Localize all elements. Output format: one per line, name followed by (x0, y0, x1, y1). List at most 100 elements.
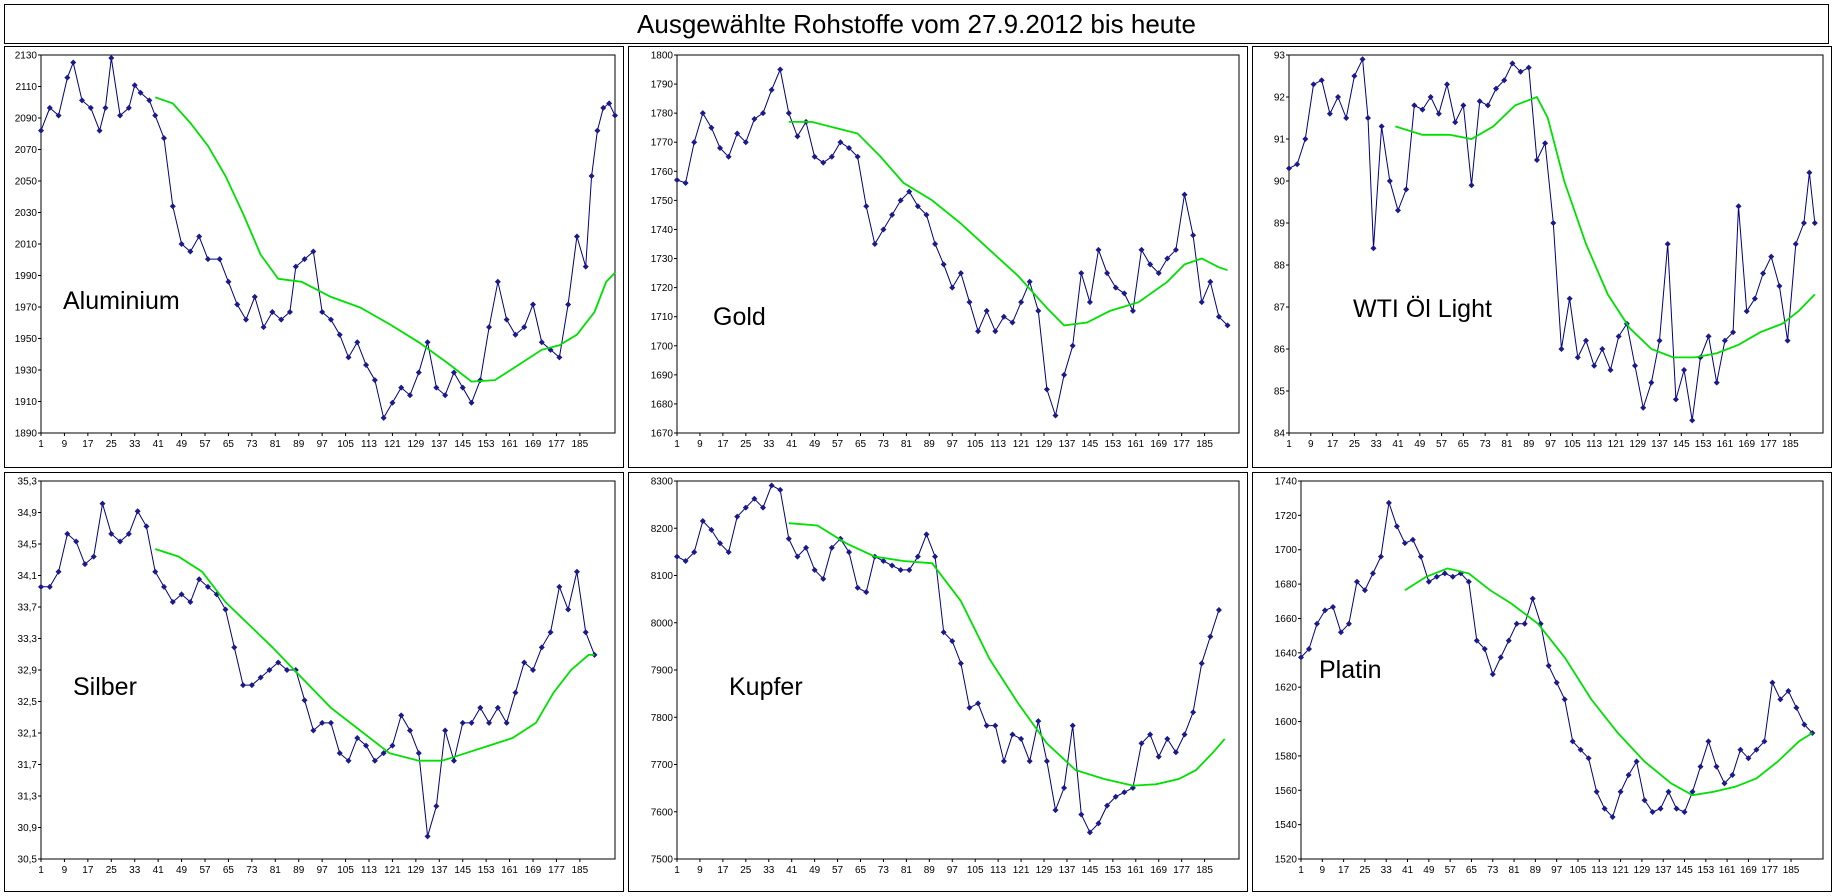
x-tick-label: 97 (317, 439, 329, 450)
price-point (1294, 161, 1301, 168)
x-tick-label: 65 (223, 865, 235, 876)
price-point (1078, 270, 1085, 277)
price-point (1121, 789, 1128, 796)
price-point (923, 531, 930, 538)
price-point (70, 59, 77, 66)
x-tick-label: 105 (1570, 865, 1587, 876)
price-point (1697, 763, 1704, 770)
x-tick-label: 113 (361, 865, 377, 876)
price-point (137, 89, 144, 96)
x-tick-label: 57 (199, 439, 211, 450)
x-tick-label: 185 (572, 439, 589, 450)
x-tick-label: 185 (1196, 439, 1213, 450)
price-point (992, 328, 999, 335)
price-point (538, 339, 545, 346)
price-point (1190, 709, 1197, 716)
price-point (73, 538, 80, 545)
price-point (1465, 578, 1472, 585)
x-tick-label: 25 (1359, 865, 1371, 876)
x-tick-label: 17 (82, 439, 94, 450)
x-tick-label: 57 (832, 439, 844, 450)
x-tick-label: 145 (454, 439, 471, 450)
price-point (1086, 299, 1093, 306)
price-point (169, 598, 176, 605)
x-tick-label: 153 (1695, 439, 1712, 450)
price-point (87, 104, 94, 111)
x-tick-label: 41 (1392, 439, 1404, 450)
price-point (1599, 346, 1606, 352)
price-point (1484, 102, 1491, 109)
x-tick-label: 17 (1338, 865, 1350, 876)
price-point (494, 704, 501, 711)
x-tick-label: 129 (1629, 439, 1646, 450)
y-tick-label: 1580 (1275, 751, 1298, 762)
y-tick-label: 2130 (15, 51, 38, 62)
price-point (682, 558, 689, 565)
price-point (828, 153, 835, 160)
x-tick-label: 169 (1150, 439, 1167, 450)
price-point (319, 309, 326, 316)
chart-gold: 1670 1680 1690 1700 1710 1720 1730 1740 1750 1760… (628, 46, 1248, 468)
x-tick-label: 1 (38, 439, 44, 450)
price-point (1305, 646, 1312, 652)
price-point (55, 112, 62, 119)
x-tick-label: 97 (947, 439, 959, 450)
y-tick-label: 33,7 (18, 603, 38, 614)
price-point (521, 659, 528, 666)
price-point (266, 667, 273, 673)
x-tick-label: 121 (384, 865, 401, 876)
x-tick-label: 121 (1013, 439, 1030, 450)
price-point (275, 659, 282, 666)
price-point (1768, 253, 1775, 260)
x-tick-label: 145 (1082, 865, 1099, 876)
price-point (55, 568, 62, 575)
price-point (803, 544, 810, 551)
x-tick-label: 9 (697, 439, 703, 450)
price-point (442, 392, 449, 399)
price-point (1705, 738, 1712, 745)
price-point (216, 256, 223, 263)
price-point (1542, 140, 1549, 147)
x-tick-label: 161 (501, 439, 518, 450)
x-tick-label: 161 (1127, 439, 1144, 450)
y-tick-label: 90 (1274, 177, 1286, 188)
price-point (725, 549, 732, 556)
x-tick-label: 33 (763, 865, 775, 876)
price-point (1609, 814, 1616, 820)
x-tick-label: 97 (1545, 439, 1557, 450)
y-tick-label: 86 (1274, 345, 1286, 356)
x-tick-label: 81 (270, 865, 282, 876)
x-tick-label: 105 (967, 865, 984, 876)
price-point (1533, 157, 1540, 163)
x-tick-label: 57 (832, 865, 844, 876)
price-point (914, 203, 921, 210)
price-point (1476, 98, 1483, 105)
price-point (940, 261, 947, 268)
y-tick-label: 92 (1274, 93, 1286, 104)
price-point (1737, 746, 1744, 753)
price-point (371, 757, 378, 764)
price-point (512, 689, 519, 696)
price-point (1337, 629, 1344, 636)
price-point (1449, 573, 1456, 580)
price-point (975, 328, 982, 335)
price-point (1155, 753, 1162, 760)
price-point (521, 324, 528, 331)
price-point (336, 750, 343, 757)
price-point (284, 667, 290, 673)
price-point (1705, 333, 1712, 340)
price-point (96, 127, 103, 134)
plot-area (676, 480, 1240, 860)
price-point (64, 74, 71, 81)
price-point (278, 316, 285, 323)
average-line (788, 121, 1228, 327)
price-point (108, 530, 115, 537)
price-point (966, 299, 973, 306)
price-point (1359, 56, 1366, 63)
price-point (1745, 755, 1752, 762)
price-point (1345, 620, 1352, 627)
y-tick-label: 8000 (651, 618, 674, 629)
price-point (234, 301, 241, 308)
price-point (1138, 246, 1145, 253)
x-tick-label: 33 (763, 439, 775, 450)
